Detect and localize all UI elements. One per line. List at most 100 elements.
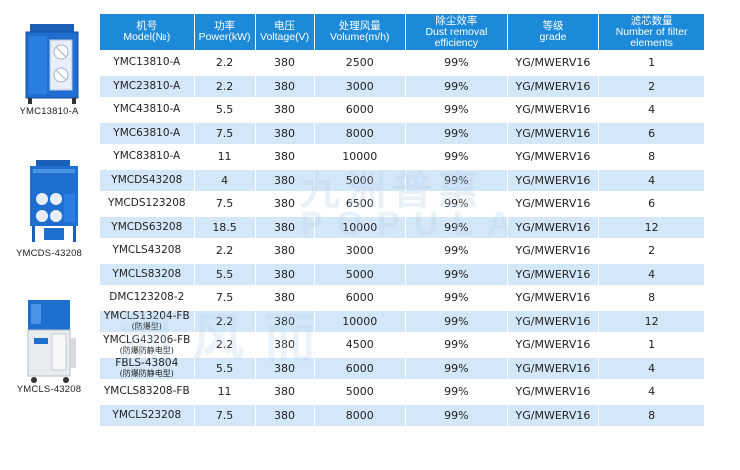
cell-voltage: 380 [255,240,315,262]
cell-voltage: 380 [255,381,315,403]
cell-efficiency: 99% [406,287,508,309]
cell-voltage: 380 [255,287,315,309]
cell-efficiency: 99% [406,99,508,121]
cell-voltage: 380 [255,310,315,332]
specification-table: 机号 Model(№) 功率 Power(kW) 电压 Voltage(V) 处… [100,12,705,428]
cell-grade: YG/MWERV16 [507,75,600,97]
cell-power: 7.5 [194,287,256,309]
cell-power: 2.2 [194,240,256,262]
cell-volume: 10000 [314,146,407,168]
machine-image-ymc13810: YMC13810-A [0,20,98,130]
cell-volume: 5000 [314,169,407,191]
header-grade: 等级 grade [507,14,600,50]
cell-volume: 5000 [314,263,407,285]
cell-efficiency: 99% [406,381,508,403]
table-row: YMCDS123208 7.5 380 6500 99% YG/MWERV16 6 [100,193,705,215]
table-row: YMC63810-A 7.5 380 8000 99% YG/MWERV16 6 [100,122,705,144]
cell-grade: YG/MWERV16 [507,240,600,262]
cell-model: FBLS-43804 (防爆防静电型) [100,357,195,379]
cell-model: YMC63810-A [100,122,195,144]
header-efficiency: 除尘效率 Dust removal efficiency [406,14,508,50]
cell-power: 5.5 [194,263,256,285]
cell-grade: YG/MWERV16 [507,287,600,309]
cell-filters: 4 [599,99,705,121]
cell-filters: 12 [599,310,705,332]
cell-grade: YG/MWERV16 [507,122,600,144]
table-row: YMCDS43208 4 380 5000 99% YG/MWERV16 4 [100,169,705,191]
table-row: YMCLS13204-FB (防爆型) 2.2 380 10000 99% YG/MWERV… [100,310,705,332]
cell-filters: 1 [599,52,705,74]
table-row: YMC13810-A 2.2 380 2500 99% YG/MWERV16 1 [100,52,705,74]
header-voltage: 电压 Voltage(V) [255,14,315,50]
cell-model: YMCLS23208 [100,404,195,426]
cell-model: YMCDS123208 [100,193,195,215]
cell-filters: 8 [599,146,705,168]
cell-voltage: 380 [255,52,315,74]
cell-voltage: 380 [255,122,315,144]
cell-power: 18.5 [194,216,256,238]
cell-filters: 6 [599,193,705,215]
header-model: 机号 Model(№) [100,14,195,50]
cell-power: 4 [194,169,256,191]
table-row: YMC23810-A 2.2 380 3000 99% YG/MWERV16 2 [100,75,705,97]
machine-caption: YMCLS-43208 [16,384,82,395]
cell-efficiency: 99% [406,122,508,144]
cell-efficiency: 99% [406,193,508,215]
cell-grade: YG/MWERV16 [507,263,600,285]
cell-voltage: 380 [255,146,315,168]
cell-grade: YG/MWERV16 [507,381,600,403]
header-volume: 处理风量 Volume(m/h) [314,14,407,50]
cell-voltage: 380 [255,216,315,238]
cell-volume: 8000 [314,404,407,426]
table-row: YMC43810-A 5.5 380 6000 99% YG/MWERV16 4 [100,99,705,121]
cell-efficiency: 99% [406,146,508,168]
cell-voltage: 380 [255,263,315,285]
cell-volume: 10000 [314,310,407,332]
cell-filters: 8 [599,404,705,426]
machine-image-ymcls43208: YMCLS-43208 [0,298,98,408]
table-row: DMC123208-2 7.5 380 6000 99% YG/MWERV16 8 [100,287,705,309]
cell-model: YMCLG43206-FB (防爆防静电型) [100,334,195,356]
cell-power: 7.5 [194,404,256,426]
cell-grade: YG/MWERV16 [507,334,600,356]
cell-power: 2.2 [194,334,256,356]
cell-voltage: 380 [255,99,315,121]
cell-efficiency: 99% [406,310,508,332]
cell-power: 11 [194,146,256,168]
cell-power: 7.5 [194,193,256,215]
cell-filters: 4 [599,263,705,285]
cell-model: YMCLS13204-FB (防爆型) [100,310,195,332]
cell-model: YMCDS43208 [100,169,195,191]
cell-power: 2.2 [194,75,256,97]
cell-model: YMC43810-A [100,99,195,121]
cell-volume: 4500 [314,334,407,356]
cell-power: 11 [194,381,256,403]
cell-voltage: 380 [255,404,315,426]
cell-efficiency: 99% [406,357,508,379]
cell-filters: 4 [599,381,705,403]
cell-voltage: 380 [255,169,315,191]
cell-voltage: 380 [255,357,315,379]
cell-power: 5.5 [194,357,256,379]
cell-filters: 12 [599,216,705,238]
cell-volume: 6500 [314,193,407,215]
model-note: (防爆防静电型) [119,369,174,379]
cell-model: YMC13810-A [100,52,195,74]
cell-volume: 2500 [314,52,407,74]
cell-grade: YG/MWERV16 [507,146,600,168]
machine-caption: YMCDS-43208 [15,248,83,259]
cell-volume: 6000 [314,287,407,309]
cell-volume: 8000 [314,122,407,144]
cell-grade: YG/MWERV16 [507,99,600,121]
cell-filters: 2 [599,75,705,97]
cell-filters: 4 [599,169,705,191]
cell-grade: YG/MWERV16 [507,52,600,74]
table-row: YMCLG43206-FB (防爆防静电型) 2.2 380 4500 99% YG/MWE… [100,334,705,356]
cell-filters: 6 [599,122,705,144]
model-note: (防爆防静电型) [119,345,174,355]
cell-efficiency: 99% [406,169,508,191]
cell-volume: 5000 [314,381,407,403]
dust-collector-cabinet-icon [25,24,79,104]
dust-collector-mobile-unit-icon [27,300,76,383]
header-filters: 滤芯数量 Number of filter elements [599,14,705,50]
